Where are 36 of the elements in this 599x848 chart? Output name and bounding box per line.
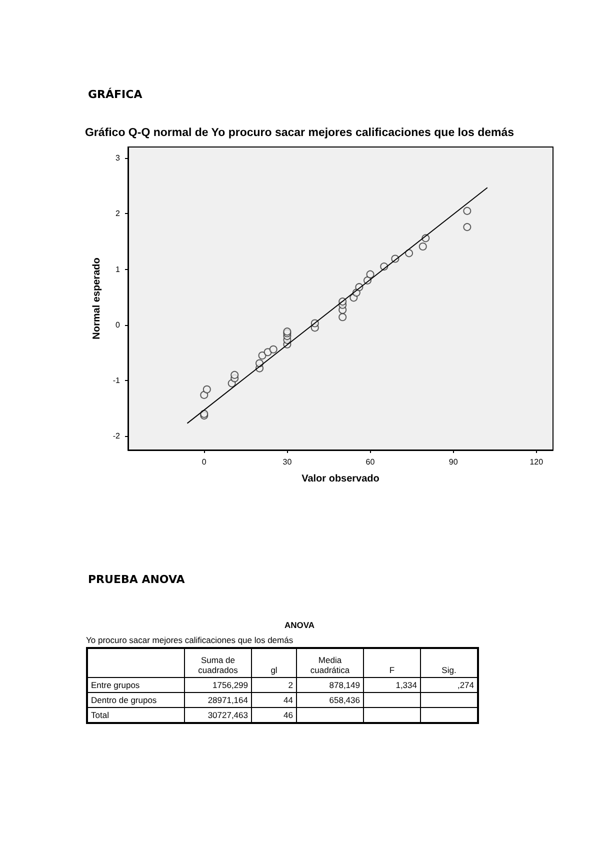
text: Media cuadrática [296, 648, 364, 678]
y-tick-label: 0 [116, 320, 121, 330]
text: 1,334 [364, 678, 420, 692]
y-tick-label: -2 [112, 432, 121, 441]
text: Suma de cuadrados [184, 648, 252, 678]
text: 30727,463 [184, 708, 252, 723]
text: 44 [252, 692, 296, 708]
text: 658,436 [296, 692, 364, 708]
y-tick-label: 1 [116, 264, 121, 274]
y-axis-title: Normal esperado [91, 258, 102, 340]
text: GRÁFICA [88, 88, 142, 101]
text: 1756,299 [184, 678, 252, 692]
y-tick-label: 2 [116, 209, 121, 218]
text: ,274 [420, 678, 478, 692]
text: Sig. [420, 648, 478, 678]
x-tick-label: 90 [448, 458, 458, 466]
text: 46 [252, 708, 296, 723]
text: ANOVA [283, 620, 316, 630]
chart-title: Gráfico Q-Q normal de Yo procuro sacar mejores calificaciones que los demás [84, 127, 514, 139]
x-tick-label: 60 [366, 458, 376, 466]
text: PRUEBA ANOVA [88, 573, 185, 586]
y-tick-label: 3 [116, 154, 121, 163]
x-tick-label: 30 [282, 458, 292, 466]
x-axis-title: Valor observado [302, 474, 380, 484]
text: F [364, 648, 420, 678]
text: 878,149 [296, 678, 364, 692]
text: Dentro de grupos [87, 692, 184, 708]
text: Yo procuro sacar mejores calificaciones que los demás [86, 635, 294, 645]
text: 28971,164 [184, 692, 252, 708]
text: Entre grupos [87, 678, 184, 692]
x-tick-label: 120 [530, 458, 544, 466]
x-tick-label: 0 [202, 458, 207, 466]
y-tick-label: -1 [112, 376, 121, 386]
text: gl [252, 648, 296, 678]
text: Total [87, 708, 184, 723]
text: 2 [252, 678, 296, 692]
